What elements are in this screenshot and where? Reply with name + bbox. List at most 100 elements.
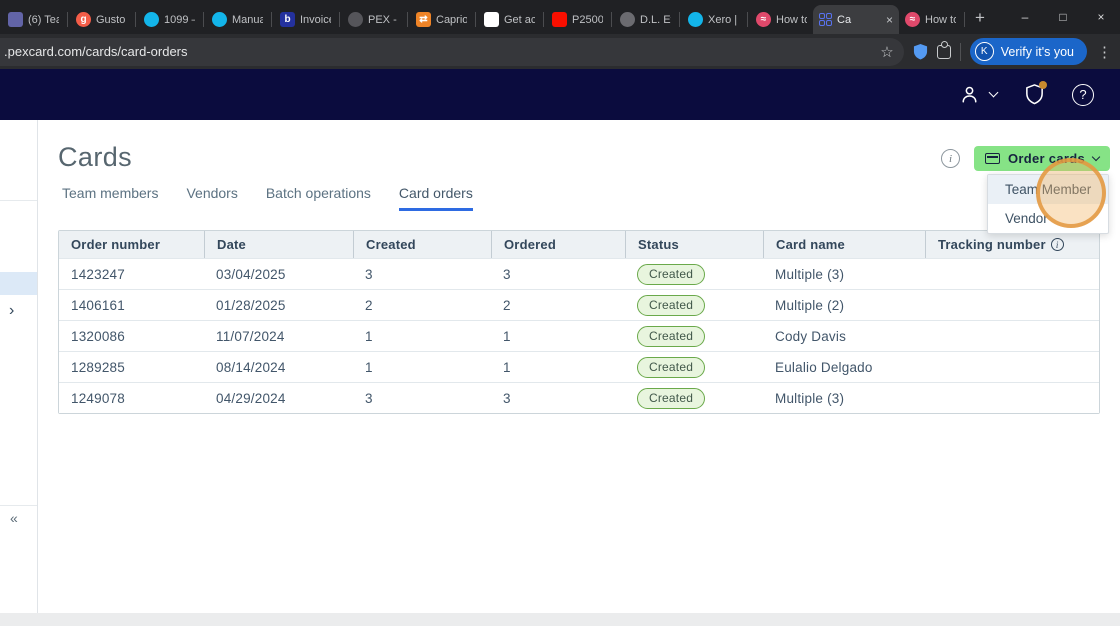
verify-label: Verify it's you — [1000, 44, 1074, 59]
sidebar-collapse-icon[interactable]: « — [10, 510, 18, 526]
table-row[interactable]: 1289285 08/14/2024 1 1 Created Eulalio D… — [59, 351, 1099, 382]
bill-favicon: b — [280, 12, 295, 27]
tab-card-orders[interactable]: Card orders — [398, 185, 473, 211]
tab-label: Gusto — [96, 13, 126, 26]
cell-created: 2 — [365, 297, 373, 313]
column-header-status: Status — [625, 231, 763, 258]
browser-tab-howto-1[interactable]: ≈ How to — [750, 5, 813, 34]
cell-date: 01/28/2025 — [216, 297, 286, 313]
tab-label: How to — [776, 13, 807, 26]
table-row[interactable]: 1320086 11/07/2024 1 1 Created Cody Davi… — [59, 320, 1099, 351]
table-row[interactable]: 1406161 01/28/2025 2 2 Created Multiple … — [59, 289, 1099, 320]
tab-separator — [135, 12, 136, 27]
tab-vendors[interactable]: Vendors — [186, 185, 238, 201]
xero-favicon — [212, 12, 227, 27]
cell-order-number: 1423247 — [71, 266, 125, 282]
tab-separator — [339, 12, 340, 27]
tab-label: Caprio — [436, 13, 467, 26]
tab-batch-operations[interactable]: Batch operations — [265, 185, 371, 201]
info-icon[interactable]: i — [940, 149, 960, 168]
status-badge: Created — [637, 263, 706, 285]
tab-label: P2500 — [572, 13, 603, 26]
column-header-created: Created — [353, 231, 491, 258]
browser-tab-pdf[interactable]: P2500 — [546, 5, 609, 34]
sidebar-expand-chevron-icon[interactable]: › — [9, 302, 15, 319]
cell-status: Created — [625, 325, 763, 347]
tab-team-members[interactable]: Team members — [62, 185, 159, 201]
url-bar[interactable]: .pexcard.com/cards/card-orders ☆ — [0, 37, 904, 66]
tab-label: Xero | — [708, 13, 738, 26]
scribe-favicon: ≈ — [905, 12, 920, 27]
browser-tab-xero[interactable]: Xero | — [682, 5, 745, 34]
browser-tab-capriot[interactable]: ⇄ Caprio — [410, 5, 473, 34]
order-cards-label: Order cards — [1007, 151, 1085, 166]
minimize-button[interactable]: – — [1021, 10, 1029, 24]
tab-label: (6) Tea — [28, 13, 59, 26]
window-controls: – □ × — [1006, 0, 1120, 34]
browser-menu-icon[interactable]: ⋮ — [1097, 43, 1112, 61]
cell-order-number: 1249078 — [71, 390, 125, 406]
account-menu[interactable] — [958, 83, 999, 106]
status-badge: Created — [637, 387, 706, 409]
sidebar-divider — [0, 200, 37, 201]
browser-tab-teams[interactable]: (6) Tea — [2, 5, 65, 34]
cell-order-number: 1320086 — [71, 328, 125, 344]
dropdown-item-team-member[interactable]: Team Member — [988, 175, 1108, 204]
page-title: Cards — [58, 142, 133, 172]
browser-tab-invoice[interactable]: b Invoice — [274, 5, 337, 34]
verify-profile-button[interactable]: K Verify it's you — [969, 38, 1087, 65]
cell-ordered: 3 — [503, 266, 511, 282]
cell-created: 1 — [365, 328, 373, 344]
column-header-card-name: Card name — [763, 231, 925, 258]
cell-ordered: 2 — [503, 297, 511, 313]
tab-separator — [964, 12, 965, 27]
table-row[interactable]: 1249078 04/29/2024 3 3 Created Multiple … — [59, 382, 1099, 413]
browser-tab-active-cards[interactable]: Ca × — [813, 5, 899, 34]
security-shield-button[interactable] — [1024, 81, 1047, 106]
browser-tab-dl[interactable]: D.L. Ev — [614, 5, 677, 34]
sidebar-selected-item[interactable] — [0, 272, 37, 295]
column-header-tracking-number: Tracking number i — [925, 231, 1099, 258]
cell-created: 1 — [365, 359, 373, 375]
cell-card-name: Cody Davis — [775, 328, 847, 344]
sidebar-divider — [0, 505, 37, 506]
bottom-strip — [0, 613, 1120, 626]
collapsed-sidebar: › « — [0, 120, 38, 613]
browser-toolbar: .pexcard.com/cards/card-orders ☆ K Verif… — [0, 34, 1120, 69]
tracking-info-icon[interactable]: i — [1050, 238, 1064, 251]
maximize-button[interactable]: □ — [1059, 10, 1067, 24]
cell-created: 3 — [365, 266, 373, 282]
tab-separator — [203, 12, 204, 27]
shield-extension-icon[interactable] — [913, 43, 928, 60]
extensions-puzzle-icon[interactable] — [936, 40, 951, 59]
cell-created: 3 — [365, 390, 373, 406]
shield-icon — [1026, 84, 1043, 105]
browser-tab-adobe[interactable]: A Get ac — [478, 5, 541, 34]
browser-tabs: (6) Tea g Gusto 1099 – Manua b Invoice — [2, 0, 1006, 34]
pex-favicon — [348, 12, 363, 27]
cell-card-name: Multiple (2) — [775, 297, 845, 313]
url-text: .pexcard.com/cards/card-orders — [4, 44, 188, 59]
cell-ordered: 1 — [503, 328, 511, 344]
help-button[interactable]: ? — [1072, 83, 1094, 106]
bookmark-star-icon[interactable]: ☆ — [880, 43, 894, 61]
browser-tab-howto-2[interactable]: ≈ How to — [899, 5, 962, 34]
browser-tab-gusto[interactable]: g Gusto — [70, 5, 133, 34]
cell-status: Created — [625, 356, 763, 378]
browser-tab-pex[interactable]: PEX - F — [342, 5, 405, 34]
dropdown-item-vendor[interactable]: Vendor — [1005, 211, 1048, 226]
tab-close-icon[interactable]: × — [885, 12, 893, 27]
close-window-button[interactable]: × — [1097, 10, 1105, 24]
browser-tab-1099[interactable]: 1099 – — [138, 5, 201, 34]
xero-favicon — [688, 12, 703, 27]
table-row[interactable]: 1423247 03/04/2025 3 3 Created Multiple … — [59, 258, 1099, 289]
browser-tab-manual[interactable]: Manua — [206, 5, 269, 34]
tracking-number-label: Tracking number — [938, 237, 1046, 252]
cell-order-number: 1406161 — [71, 297, 125, 313]
tab-separator — [679, 12, 680, 27]
gusto-favicon: g — [76, 12, 91, 27]
tab-label: PEX - F — [368, 13, 399, 26]
new-tab-button[interactable]: + — [975, 8, 985, 27]
order-cards-button[interactable]: Order cards — [973, 146, 1110, 171]
